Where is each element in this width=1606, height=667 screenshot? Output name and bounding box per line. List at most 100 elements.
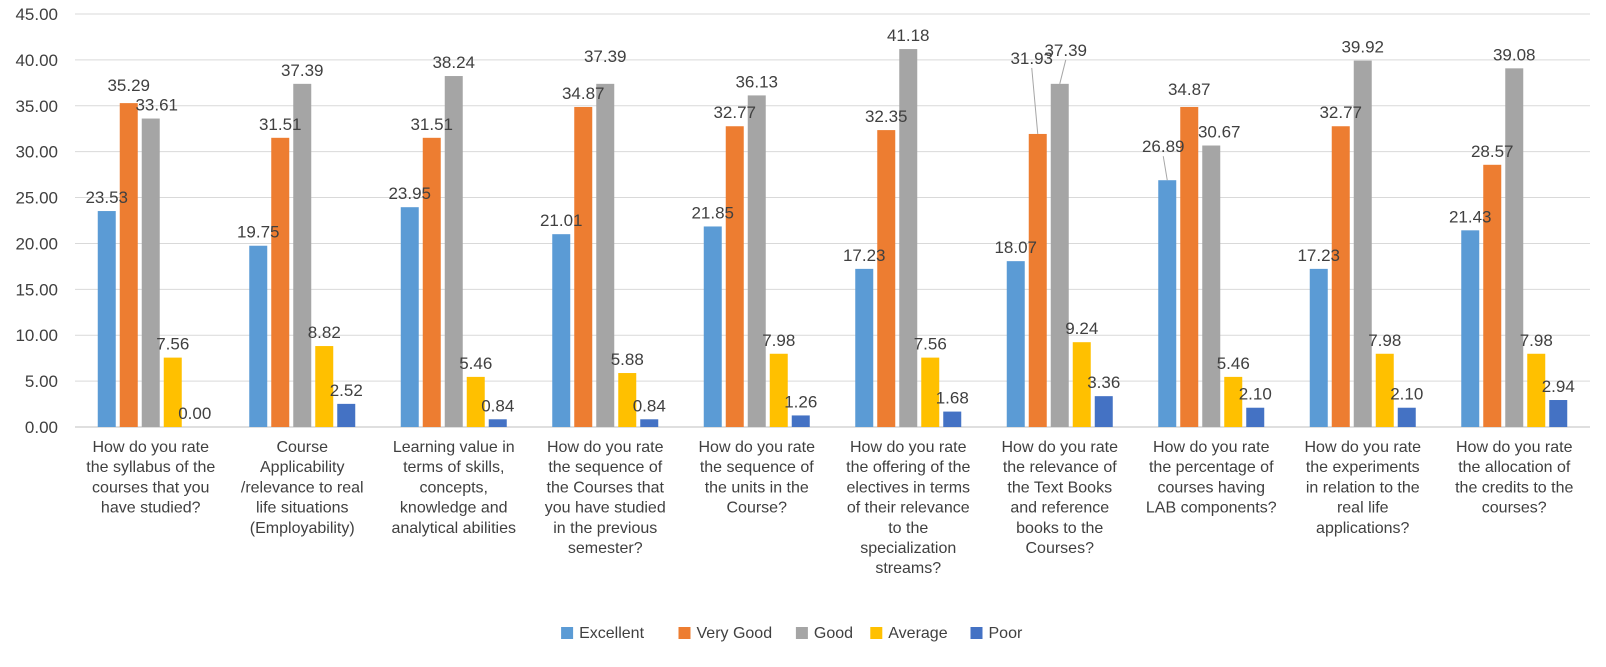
x-category-line: (Employability) [250,520,355,537]
bar-average [1072,342,1091,427]
bar-very-good [725,126,744,427]
x-category-line: How do you rate [1001,439,1118,456]
x-category-line: knowledge and [400,500,508,517]
legend-label: Excellent [579,625,644,642]
x-category-line: the experiments [1306,459,1420,476]
data-label: 21.01 [540,211,583,230]
x-category-line: in the previous [553,520,657,537]
bar-poor [640,419,659,427]
x-category-line: the percentage of [1149,459,1274,476]
x-category-line: How do you rate [1153,439,1270,456]
bar-excellent [249,245,268,427]
data-label: 23.95 [388,184,431,203]
data-label: 17.23 [1297,246,1340,265]
x-category-label: How do you rate the offering of the electi… [846,439,970,577]
legend: Excellent Very Good Good Average Poor [561,625,1023,642]
bar-very-good [1483,164,1502,427]
x-category-line: Learning value in [393,439,515,456]
bar-average [1527,353,1546,427]
x-category-line: applications? [1316,520,1410,537]
data-label: 39.08 [1493,45,1536,64]
data-label: 8.82 [308,323,341,342]
data-label: 26.89 [1142,137,1185,156]
bar-average [315,346,334,427]
data-label: 5.46 [1217,354,1250,373]
bar-average [1375,353,1394,427]
x-category-line: How do you rate [547,439,664,456]
x-category-label: How do you rate the syllabus of the course… [86,439,215,517]
x-category-line: the offering of the [846,459,970,476]
y-axis-ticks: 0.00 5.00 10.00 15.00 20.00 25.00 30.00 35.00 40… [15,5,58,437]
legend-label: Average [888,625,947,642]
x-category-line: Course? [727,500,788,517]
x-category-line: streams? [875,560,941,577]
y-tick-label: 10.00 [15,326,58,345]
data-label: 1.26 [784,392,817,411]
bars [97,49,1568,428]
x-category-label: How do you rate the percentage of courses … [1146,439,1277,517]
leader-line [1031,67,1039,134]
data-label: 32.77 [1319,103,1362,122]
x-category-line: the units in the [705,479,809,496]
x-category-label: How do you rate the experiments in relatio… [1304,439,1421,537]
bar-very-good [574,106,593,427]
bar-good [1353,60,1372,428]
data-label: 5.46 [459,354,492,373]
legend-label: Good [814,625,853,642]
x-category-line: real life [1337,500,1389,517]
y-tick-label: 30.00 [15,143,58,162]
data-label: 2.10 [1390,385,1423,404]
bar-excellent [855,268,874,427]
x-category-line: courses? [1482,500,1547,517]
data-label: 32.77 [713,103,756,122]
bar-average [1224,376,1243,427]
x-category-line: How do you rate [698,439,815,456]
data-label: 21.85 [691,203,734,222]
x-category-line: courses having [1157,479,1265,496]
x-category-line: Courses? [1026,540,1095,557]
data-label: 36.13 [735,72,778,91]
x-category-line: the sequence of [548,459,662,476]
data-label: 7.98 [1368,331,1401,350]
x-category-line: How do you rate [850,439,967,456]
data-label: 5.88 [611,350,644,369]
x-category-line: you have studied [545,500,666,517]
data-label: 31.93 [1010,49,1053,68]
x-category-label: Learning value in terms of skills, concept… [391,439,516,537]
bar-excellent [703,226,722,427]
x-category-line: /relevance to real [241,479,364,496]
x-category-line: How do you rate [92,439,209,456]
y-tick-label: 45.00 [15,5,58,24]
data-label: 19.75 [237,223,280,242]
x-category-label: How do you rate the sequence of the units … [698,439,815,517]
bar-good [596,83,615,427]
bar-poor [1094,396,1113,427]
data-label: 21.43 [1449,207,1492,226]
bar-average [618,373,637,427]
bar-excellent [552,234,571,427]
x-category-line: and reference [1010,500,1109,517]
legend-label: Very Good [697,625,773,642]
leader-lines [1031,59,1168,181]
data-labels: 23.53 19.75 23.95 21.01 21.85 17.23 18.07 26.89… [85,26,1574,423]
x-category-line: Applicability [260,459,344,476]
bar-good [1202,145,1221,427]
bar-poor [791,415,810,427]
data-label: 0.84 [481,396,514,415]
data-label: 2.10 [1239,385,1272,404]
data-label: 3.36 [1087,373,1120,392]
bar-excellent [400,207,419,427]
data-label: 1.68 [936,389,969,408]
bar-poor [1549,400,1568,427]
x-category-line: the Text Books [1007,479,1112,496]
data-label: 39.92 [1341,38,1384,57]
bar-average [163,357,182,427]
bar-very-good [877,130,896,428]
data-label: 7.98 [1520,331,1553,350]
legend-swatch [870,627,883,639]
bar-excellent [1006,261,1025,427]
data-label: 23.53 [85,188,128,207]
data-label: 41.18 [887,26,930,45]
bar-poor [1397,407,1416,427]
leader-line [1059,59,1067,84]
